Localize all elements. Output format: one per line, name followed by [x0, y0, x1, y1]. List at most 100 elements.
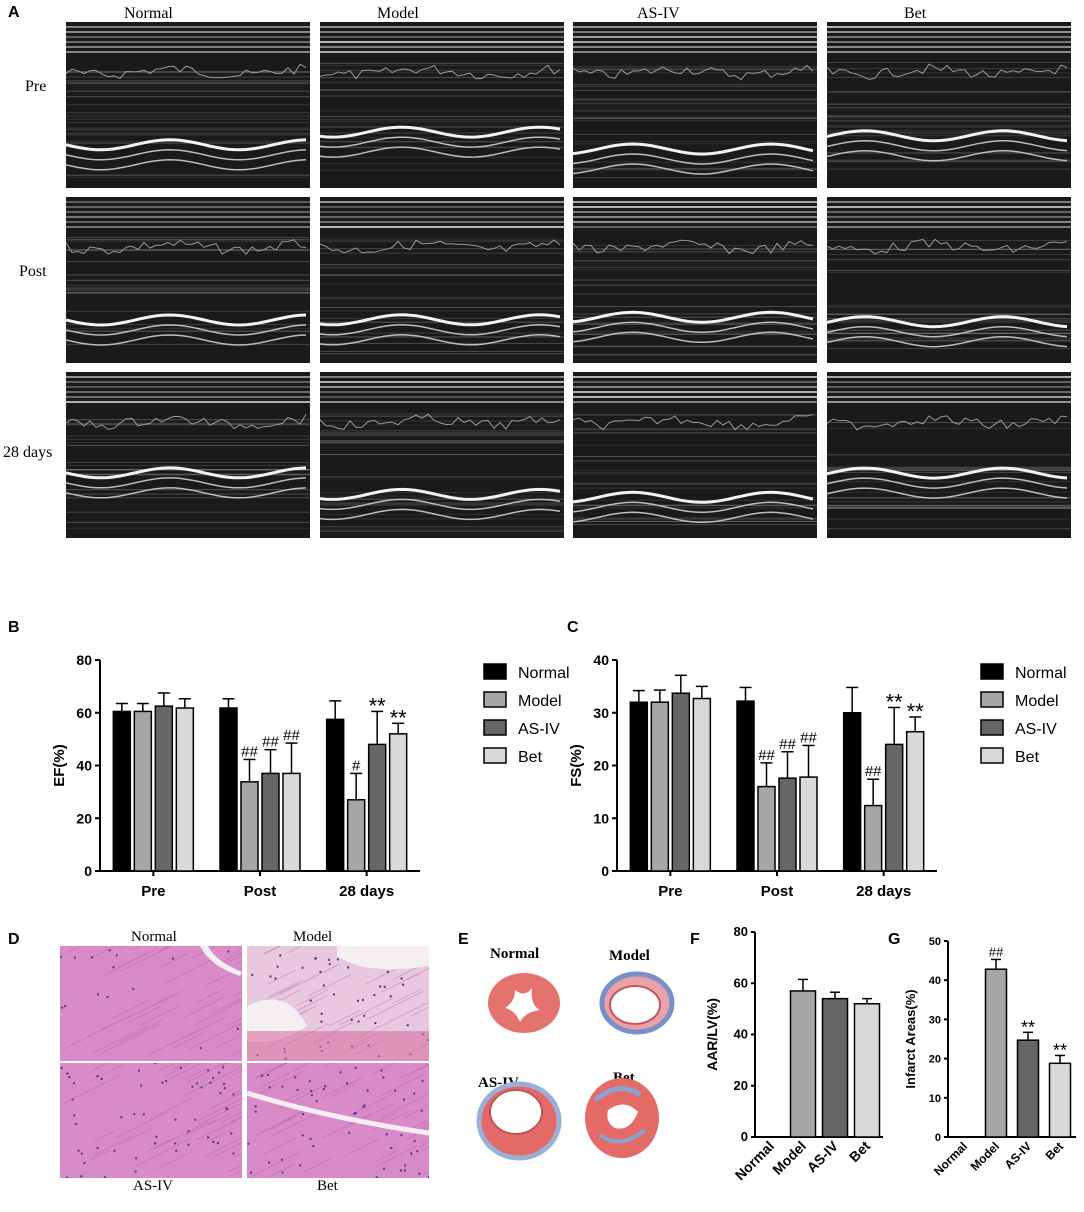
ef-legend: Normal Model AS-IV Bet: [483, 663, 570, 766]
bar-as-iv-28-days: [367, 743, 387, 872]
bar-as-iv-pre: [671, 692, 691, 872]
x-tick-label: AS-IV: [1002, 1139, 1035, 1172]
significance-mark: ##: [800, 729, 817, 746]
echo-image-pre-normal: [66, 22, 310, 188]
y-tick-label: 20: [76, 810, 92, 826]
ttc-heart-images: [476, 971, 675, 1161]
col-label-normal: Normal: [124, 5, 173, 22]
significance-mark: ##: [262, 734, 279, 751]
x-tick-label: Pre: [658, 883, 682, 900]
significance-mark: **: [1021, 1017, 1035, 1037]
significance-mark: #: [352, 757, 361, 774]
significance-mark: ##: [989, 944, 1004, 959]
x-tick-label: Model: [769, 1138, 809, 1178]
heart-section-as-iv: [476, 1081, 562, 1161]
bar-normal-28-days: [325, 718, 345, 872]
x-tick-label: Normal: [931, 1139, 970, 1178]
significance-mark: **: [1053, 1040, 1067, 1060]
heart-section-bet: [585, 1078, 659, 1158]
panel-label-c: C: [567, 619, 579, 636]
y-tick-label: 0: [601, 863, 609, 879]
he-image-normal: [60, 946, 242, 1061]
he-label-normal: Normal: [131, 929, 177, 945]
legend-swatch-normal: [483, 663, 507, 680]
echo-image-post-as-iv: [573, 197, 817, 363]
echo-image-post-model: [320, 197, 564, 363]
bar-bet: [853, 1003, 881, 1138]
bar-as-iv: [821, 997, 849, 1138]
y-tick-label: 20: [734, 1078, 748, 1093]
y-tick-label: 10: [929, 1093, 941, 1105]
echo-image-28-days-bet: [827, 372, 1071, 538]
legend-swatch-model: [980, 691, 1004, 708]
y-tick-label: 0: [84, 863, 92, 879]
significance-mark: **: [886, 689, 904, 714]
echo-image-post-bet: [827, 197, 1071, 363]
legend-label-bet: Bet: [1015, 749, 1040, 766]
significance-mark: ##: [283, 727, 300, 744]
echo-image-pre-as-iv: [573, 22, 817, 188]
legend-swatch-model: [483, 691, 507, 708]
panel-label-d: D: [8, 931, 20, 948]
x-tick-label: Post: [761, 883, 794, 900]
legend-label-normal: Normal: [1015, 665, 1067, 682]
panel-label-g: G: [888, 931, 901, 948]
bar-model-post: [240, 781, 259, 872]
y-tick-label: 40: [76, 758, 92, 774]
significance-mark: ##: [865, 763, 882, 780]
bar-as-iv-28-days: [884, 743, 904, 872]
x-tick-label: Pre: [141, 883, 165, 900]
x-tick-label: AS-IV: [803, 1137, 841, 1175]
bar-model-post: [757, 785, 776, 872]
ttc-label-normal: Normal: [490, 946, 540, 962]
bar-as-iv-post: [778, 777, 797, 872]
echo-image-28-days-normal: [66, 372, 310, 538]
he-label-as-iv: AS-IV: [133, 1178, 173, 1194]
x-tick-label: Normal: [732, 1138, 777, 1183]
y-tick-label: 40: [929, 975, 941, 987]
echo-image-28-days-model: [320, 372, 564, 538]
legend-swatch-bet: [483, 747, 507, 764]
legend-label-model: Model: [518, 693, 562, 710]
he-image-model: [247, 946, 429, 1061]
significance-mark: ##: [758, 747, 775, 764]
significance-mark: ##: [241, 743, 258, 760]
heart-section-normal: [488, 973, 560, 1033]
legend-label-as-iv: AS-IV: [1015, 721, 1057, 738]
bar-model: [789, 990, 817, 1138]
y-tick-label: 40: [593, 652, 609, 668]
significance-mark: **: [390, 705, 408, 730]
y-tick-label: 60: [734, 975, 748, 990]
y-tick-label: 80: [76, 652, 92, 668]
significance-mark: ##: [779, 736, 796, 753]
y-tick-label: 0: [935, 1132, 941, 1144]
bar-as-iv-pre: [154, 705, 174, 872]
significance-mark: **: [907, 699, 925, 724]
row-label-pre: Pre: [25, 78, 47, 95]
bar-bet-28-days: [388, 733, 408, 872]
bar-bet-post: [282, 772, 301, 872]
row-label-post: Post: [19, 263, 47, 280]
y-tick-label: 30: [593, 705, 609, 721]
x-tick-label: Model: [968, 1139, 1002, 1173]
x-tick-label: Bet: [1043, 1139, 1067, 1163]
significance-mark: **: [369, 693, 387, 718]
echo-image-post-normal: [66, 197, 310, 363]
heart-section-model: [599, 971, 675, 1035]
y-axis-label: FS(%): [568, 744, 585, 787]
bar-model-pre: [650, 701, 670, 872]
legend-label-as-iv: AS-IV: [518, 721, 560, 738]
bar-as-iv: [1016, 1039, 1040, 1138]
bar-bet-post: [799, 776, 818, 872]
echo-image-pre-bet: [827, 22, 1071, 188]
panel-label-a: A: [8, 4, 20, 21]
legend-swatch-as-iv: [483, 719, 507, 736]
bar-normal-pre: [629, 701, 649, 872]
x-tick-label: Post: [244, 883, 277, 900]
bar-bet-pre: [175, 707, 195, 872]
bar-bet-28-days: [905, 730, 925, 872]
y-axis-label: AAR/LV(%): [704, 998, 720, 1071]
y-tick-label: 20: [929, 1054, 941, 1066]
